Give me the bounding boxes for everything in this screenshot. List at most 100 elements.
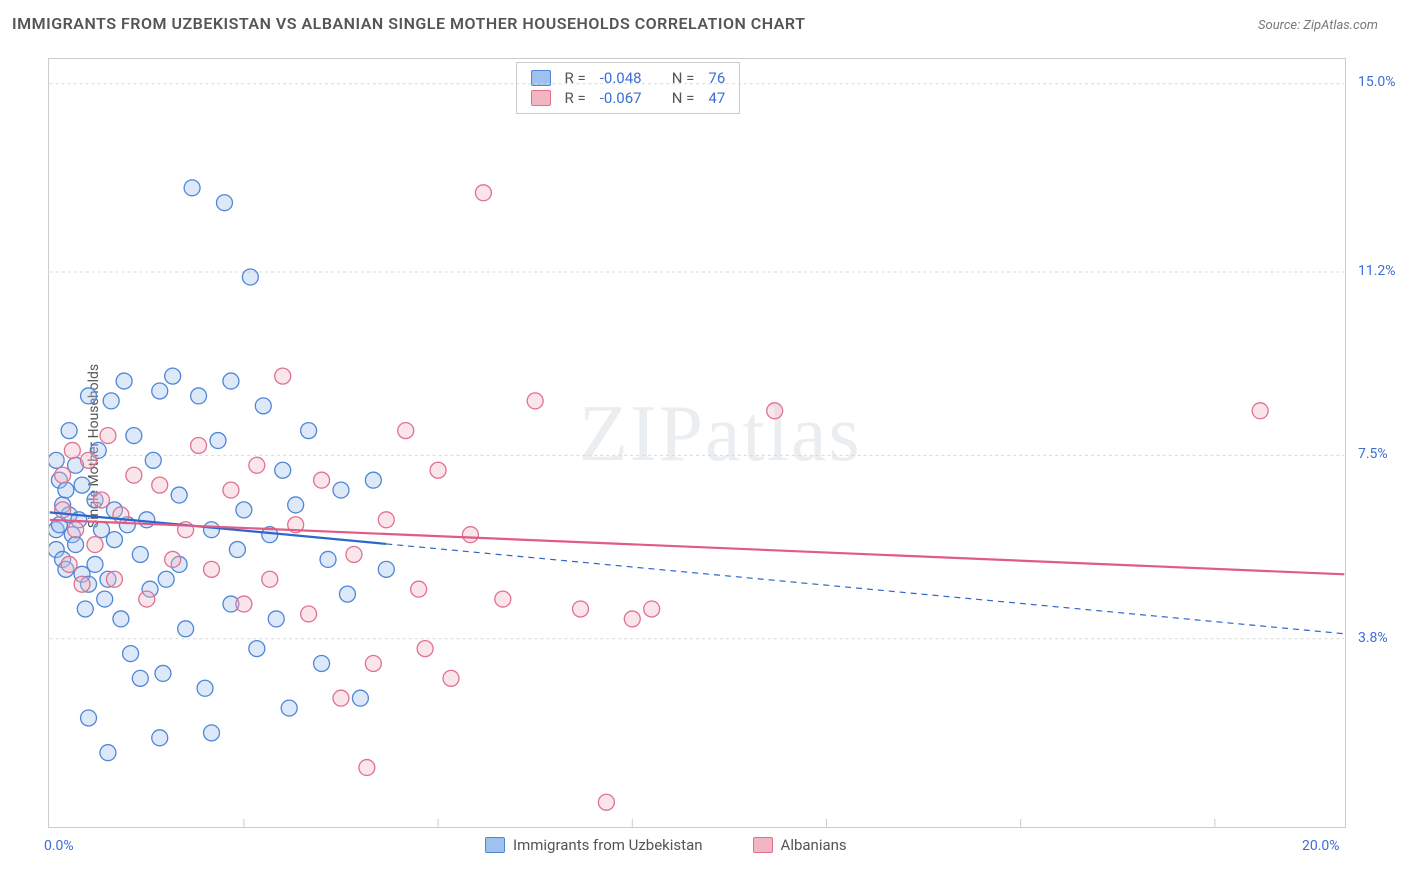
data-point bbox=[100, 428, 116, 444]
data-point bbox=[100, 745, 116, 761]
series-legend: Immigrants from Uzbekistan Albanians bbox=[485, 836, 847, 854]
data-point bbox=[573, 601, 589, 617]
data-point bbox=[123, 646, 139, 662]
legend-label: Albanians bbox=[781, 836, 847, 854]
data-point bbox=[462, 527, 478, 543]
data-point bbox=[268, 611, 284, 627]
plot-area: R = -0.048 N = 76 R = -0.067 N = 47 ZIPa… bbox=[48, 58, 1346, 828]
data-point bbox=[365, 656, 381, 672]
legend-item: Immigrants from Uzbekistan bbox=[485, 836, 703, 854]
data-point bbox=[320, 551, 336, 567]
data-point bbox=[411, 581, 427, 597]
data-point bbox=[126, 428, 142, 444]
data-point bbox=[229, 542, 245, 558]
correlation-chart: IMMIGRANTS FROM UZBEKISTAN VS ALBANIAN S… bbox=[0, 0, 1406, 892]
data-point bbox=[165, 368, 181, 384]
y-tick-label: 15.0% bbox=[1358, 74, 1396, 90]
data-point bbox=[378, 512, 394, 528]
chart-title: IMMIGRANTS FROM UZBEKISTAN VS ALBANIAN S… bbox=[12, 14, 805, 33]
data-point bbox=[145, 452, 161, 468]
data-point bbox=[249, 641, 265, 657]
data-point bbox=[55, 467, 71, 483]
data-point bbox=[158, 571, 174, 587]
data-point bbox=[152, 383, 168, 399]
data-point bbox=[275, 462, 291, 478]
legend-label: Immigrants from Uzbekistan bbox=[513, 836, 703, 854]
data-point bbox=[77, 601, 93, 617]
data-point bbox=[346, 547, 362, 563]
data-point bbox=[191, 437, 207, 453]
data-point bbox=[527, 393, 543, 409]
data-point bbox=[333, 482, 349, 498]
data-point bbox=[139, 591, 155, 607]
data-point bbox=[216, 195, 232, 211]
data-point bbox=[598, 794, 614, 810]
x-tick-label: 20.0% bbox=[1302, 838, 1340, 854]
data-point bbox=[68, 522, 84, 538]
data-point bbox=[767, 403, 783, 419]
data-point bbox=[204, 725, 220, 741]
data-point bbox=[242, 269, 258, 285]
chart-source: Source: ZipAtlas.com bbox=[1258, 18, 1378, 33]
data-point bbox=[275, 368, 291, 384]
data-point bbox=[417, 641, 433, 657]
data-point bbox=[255, 398, 271, 414]
data-point bbox=[87, 537, 103, 553]
data-point bbox=[352, 690, 368, 706]
data-point bbox=[365, 472, 381, 488]
legend-item: Albanians bbox=[753, 836, 847, 854]
data-point bbox=[475, 185, 491, 201]
data-point bbox=[236, 596, 252, 612]
data-point bbox=[1252, 403, 1268, 419]
data-point bbox=[223, 482, 239, 498]
data-point bbox=[281, 700, 297, 716]
data-point bbox=[81, 388, 97, 404]
data-point bbox=[333, 690, 349, 706]
data-point bbox=[106, 571, 122, 587]
data-point bbox=[103, 393, 119, 409]
y-tick-label: 7.5% bbox=[1358, 446, 1388, 462]
data-point bbox=[314, 656, 330, 672]
data-point bbox=[113, 611, 129, 627]
data-point bbox=[132, 547, 148, 563]
data-point bbox=[155, 665, 171, 681]
data-point bbox=[378, 561, 394, 577]
x-tick-label: 0.0% bbox=[44, 838, 74, 854]
data-point bbox=[339, 586, 355, 602]
data-point bbox=[93, 492, 109, 508]
data-point bbox=[165, 551, 181, 567]
data-point bbox=[132, 670, 148, 686]
data-point bbox=[249, 457, 265, 473]
data-point bbox=[644, 601, 660, 617]
data-point bbox=[398, 423, 414, 439]
data-point bbox=[443, 670, 459, 686]
data-point bbox=[314, 472, 330, 488]
plot-svg bbox=[49, 59, 1345, 827]
data-point bbox=[61, 423, 77, 439]
data-point bbox=[301, 606, 317, 622]
data-point bbox=[68, 537, 84, 553]
data-point bbox=[74, 477, 90, 493]
data-point bbox=[139, 512, 155, 528]
data-point bbox=[152, 477, 168, 493]
data-point bbox=[55, 502, 71, 518]
data-point bbox=[288, 497, 304, 513]
y-tick-label: 3.8% bbox=[1358, 630, 1388, 646]
legend-swatch bbox=[753, 837, 773, 853]
data-point bbox=[171, 487, 187, 503]
data-point bbox=[49, 452, 64, 468]
trend-line-extrapolated bbox=[386, 544, 1344, 634]
data-point bbox=[197, 680, 213, 696]
data-point bbox=[81, 710, 97, 726]
data-point bbox=[301, 423, 317, 439]
data-point bbox=[106, 532, 122, 548]
data-point bbox=[223, 373, 239, 389]
data-point bbox=[495, 591, 511, 607]
data-point bbox=[81, 452, 97, 468]
data-point bbox=[178, 621, 194, 637]
y-tick-label: 11.2% bbox=[1358, 263, 1396, 279]
data-point bbox=[236, 502, 252, 518]
data-point bbox=[204, 522, 220, 538]
data-point bbox=[74, 576, 90, 592]
data-point bbox=[624, 611, 640, 627]
